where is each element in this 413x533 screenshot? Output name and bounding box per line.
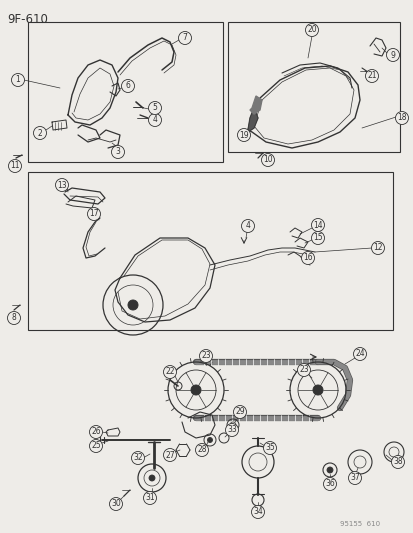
Polygon shape: [247, 108, 257, 132]
Circle shape: [12, 74, 24, 86]
Text: 33: 33: [227, 425, 236, 434]
Text: 1: 1: [16, 76, 20, 85]
Text: 11: 11: [10, 161, 20, 171]
Text: 10: 10: [263, 156, 272, 165]
Text: 31: 31: [145, 494, 154, 503]
Circle shape: [7, 311, 21, 325]
Text: 28: 28: [197, 446, 206, 455]
Text: 6: 6: [125, 82, 130, 91]
Circle shape: [148, 101, 161, 115]
Circle shape: [323, 478, 336, 490]
Circle shape: [241, 220, 254, 232]
Text: 8: 8: [12, 313, 17, 322]
Circle shape: [311, 231, 324, 245]
Circle shape: [128, 300, 138, 310]
Circle shape: [195, 443, 208, 456]
Circle shape: [199, 350, 212, 362]
Circle shape: [263, 441, 276, 455]
Bar: [28, 172, 392, 330]
Circle shape: [251, 505, 264, 519]
Circle shape: [121, 79, 134, 93]
Circle shape: [394, 111, 408, 125]
Circle shape: [207, 438, 212, 442]
Circle shape: [391, 456, 404, 469]
Text: 22: 22: [165, 367, 174, 376]
Text: 26: 26: [91, 427, 101, 437]
Text: 24: 24: [354, 350, 364, 359]
Text: 5: 5: [152, 103, 157, 112]
Text: 20: 20: [306, 26, 316, 35]
Circle shape: [89, 425, 102, 439]
Text: 21: 21: [366, 71, 376, 80]
Text: 9F-610: 9F-610: [7, 13, 48, 26]
Text: 34: 34: [252, 507, 262, 516]
Text: 36: 36: [324, 480, 334, 489]
Polygon shape: [249, 96, 261, 114]
Text: 19: 19: [239, 131, 248, 140]
Circle shape: [370, 241, 384, 254]
Text: 7: 7: [182, 34, 187, 43]
Circle shape: [9, 159, 21, 173]
Circle shape: [301, 252, 314, 264]
Text: 2: 2: [38, 128, 42, 138]
Text: 32: 32: [133, 454, 142, 463]
Circle shape: [163, 448, 176, 462]
Text: 35: 35: [264, 443, 274, 453]
Circle shape: [87, 207, 100, 221]
Bar: [28, 22, 223, 162]
Text: 9: 9: [389, 51, 394, 60]
Text: 18: 18: [396, 114, 406, 123]
Text: 27: 27: [165, 450, 174, 459]
Circle shape: [326, 467, 332, 473]
Bar: [228, 22, 399, 152]
Circle shape: [33, 126, 46, 140]
Text: 4: 4: [152, 116, 157, 125]
Circle shape: [131, 451, 144, 464]
Circle shape: [297, 364, 310, 376]
Text: 23: 23: [299, 366, 308, 375]
Text: 23: 23: [201, 351, 210, 360]
Text: 3: 3: [115, 148, 120, 157]
Text: 15: 15: [312, 233, 322, 243]
Circle shape: [311, 219, 324, 231]
Text: 95155  610: 95155 610: [339, 521, 379, 527]
Circle shape: [89, 440, 102, 453]
Text: 25: 25: [91, 441, 101, 450]
Text: 30: 30: [111, 499, 121, 508]
Text: 4: 4: [245, 222, 250, 230]
Circle shape: [163, 366, 176, 378]
Circle shape: [237, 128, 250, 141]
Circle shape: [348, 472, 361, 484]
Text: 13: 13: [57, 181, 66, 190]
Text: 16: 16: [302, 254, 312, 262]
Circle shape: [305, 23, 318, 36]
Circle shape: [143, 491, 156, 505]
Text: 17: 17: [89, 209, 99, 219]
Circle shape: [225, 424, 238, 437]
Circle shape: [261, 154, 274, 166]
Text: 14: 14: [312, 221, 322, 230]
Circle shape: [55, 179, 68, 191]
Circle shape: [178, 31, 191, 44]
Circle shape: [190, 385, 201, 395]
Text: 38: 38: [392, 457, 402, 466]
Circle shape: [109, 497, 122, 511]
Circle shape: [312, 385, 322, 395]
Circle shape: [233, 406, 246, 418]
Circle shape: [149, 475, 154, 481]
Circle shape: [111, 146, 124, 158]
Circle shape: [353, 348, 366, 360]
Circle shape: [365, 69, 377, 83]
Circle shape: [148, 114, 161, 126]
Text: 29: 29: [235, 408, 244, 416]
Text: 37: 37: [349, 473, 359, 482]
Text: 12: 12: [373, 244, 382, 253]
Circle shape: [386, 49, 399, 61]
